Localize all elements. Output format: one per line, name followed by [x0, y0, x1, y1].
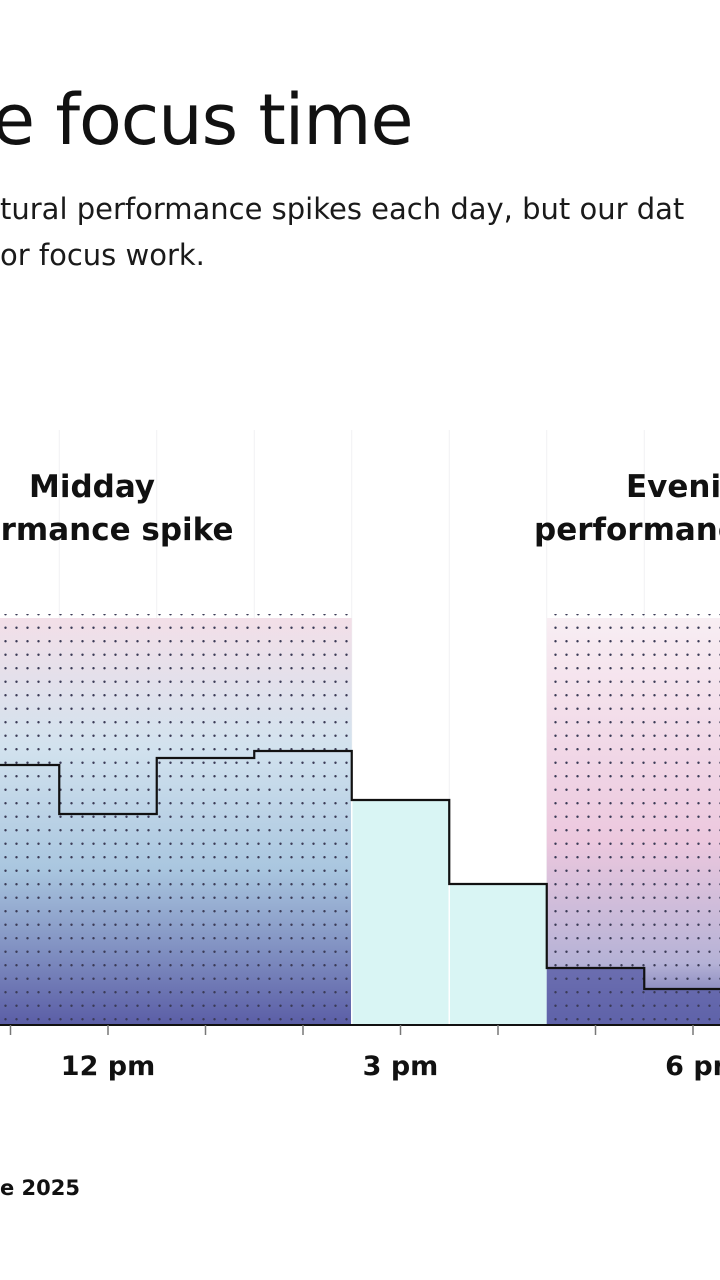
chart-subtitle: tural performance spikes each day, but o…: [0, 186, 684, 278]
x-axis: [0, 1024, 720, 1035]
x-tick-label: 3 pm: [363, 1051, 439, 1082]
dot-texture: [0, 614, 720, 1024]
annotation-label: rformance spike: [0, 512, 233, 548]
source-note: e 2025: [0, 1176, 81, 1200]
annotation-label: performanc: [534, 512, 720, 548]
x-tick-label: 12 pm: [61, 1051, 155, 1082]
bar: [351, 800, 450, 1024]
bar: [449, 884, 547, 1024]
spike-dots: [546, 614, 720, 1024]
step-outline: [0, 749, 720, 991]
x-tick-label: 6 pm: [665, 1051, 720, 1082]
subtitle-line-2: or focus work.: [0, 238, 205, 272]
chart-title: e focus time: [0, 79, 414, 161]
spike-annotations: Midday rformance spike Evenin performanc: [0, 469, 720, 548]
annotation-label: Evenin: [626, 469, 720, 505]
x-tick-labels: 12 pm 3 pm 6 pm: [61, 1051, 720, 1082]
subtitle-line-1: tural performance spikes each day, but o…: [0, 192, 685, 226]
spike-dots: [0, 614, 352, 1024]
annotation-label: Midday: [29, 469, 155, 505]
